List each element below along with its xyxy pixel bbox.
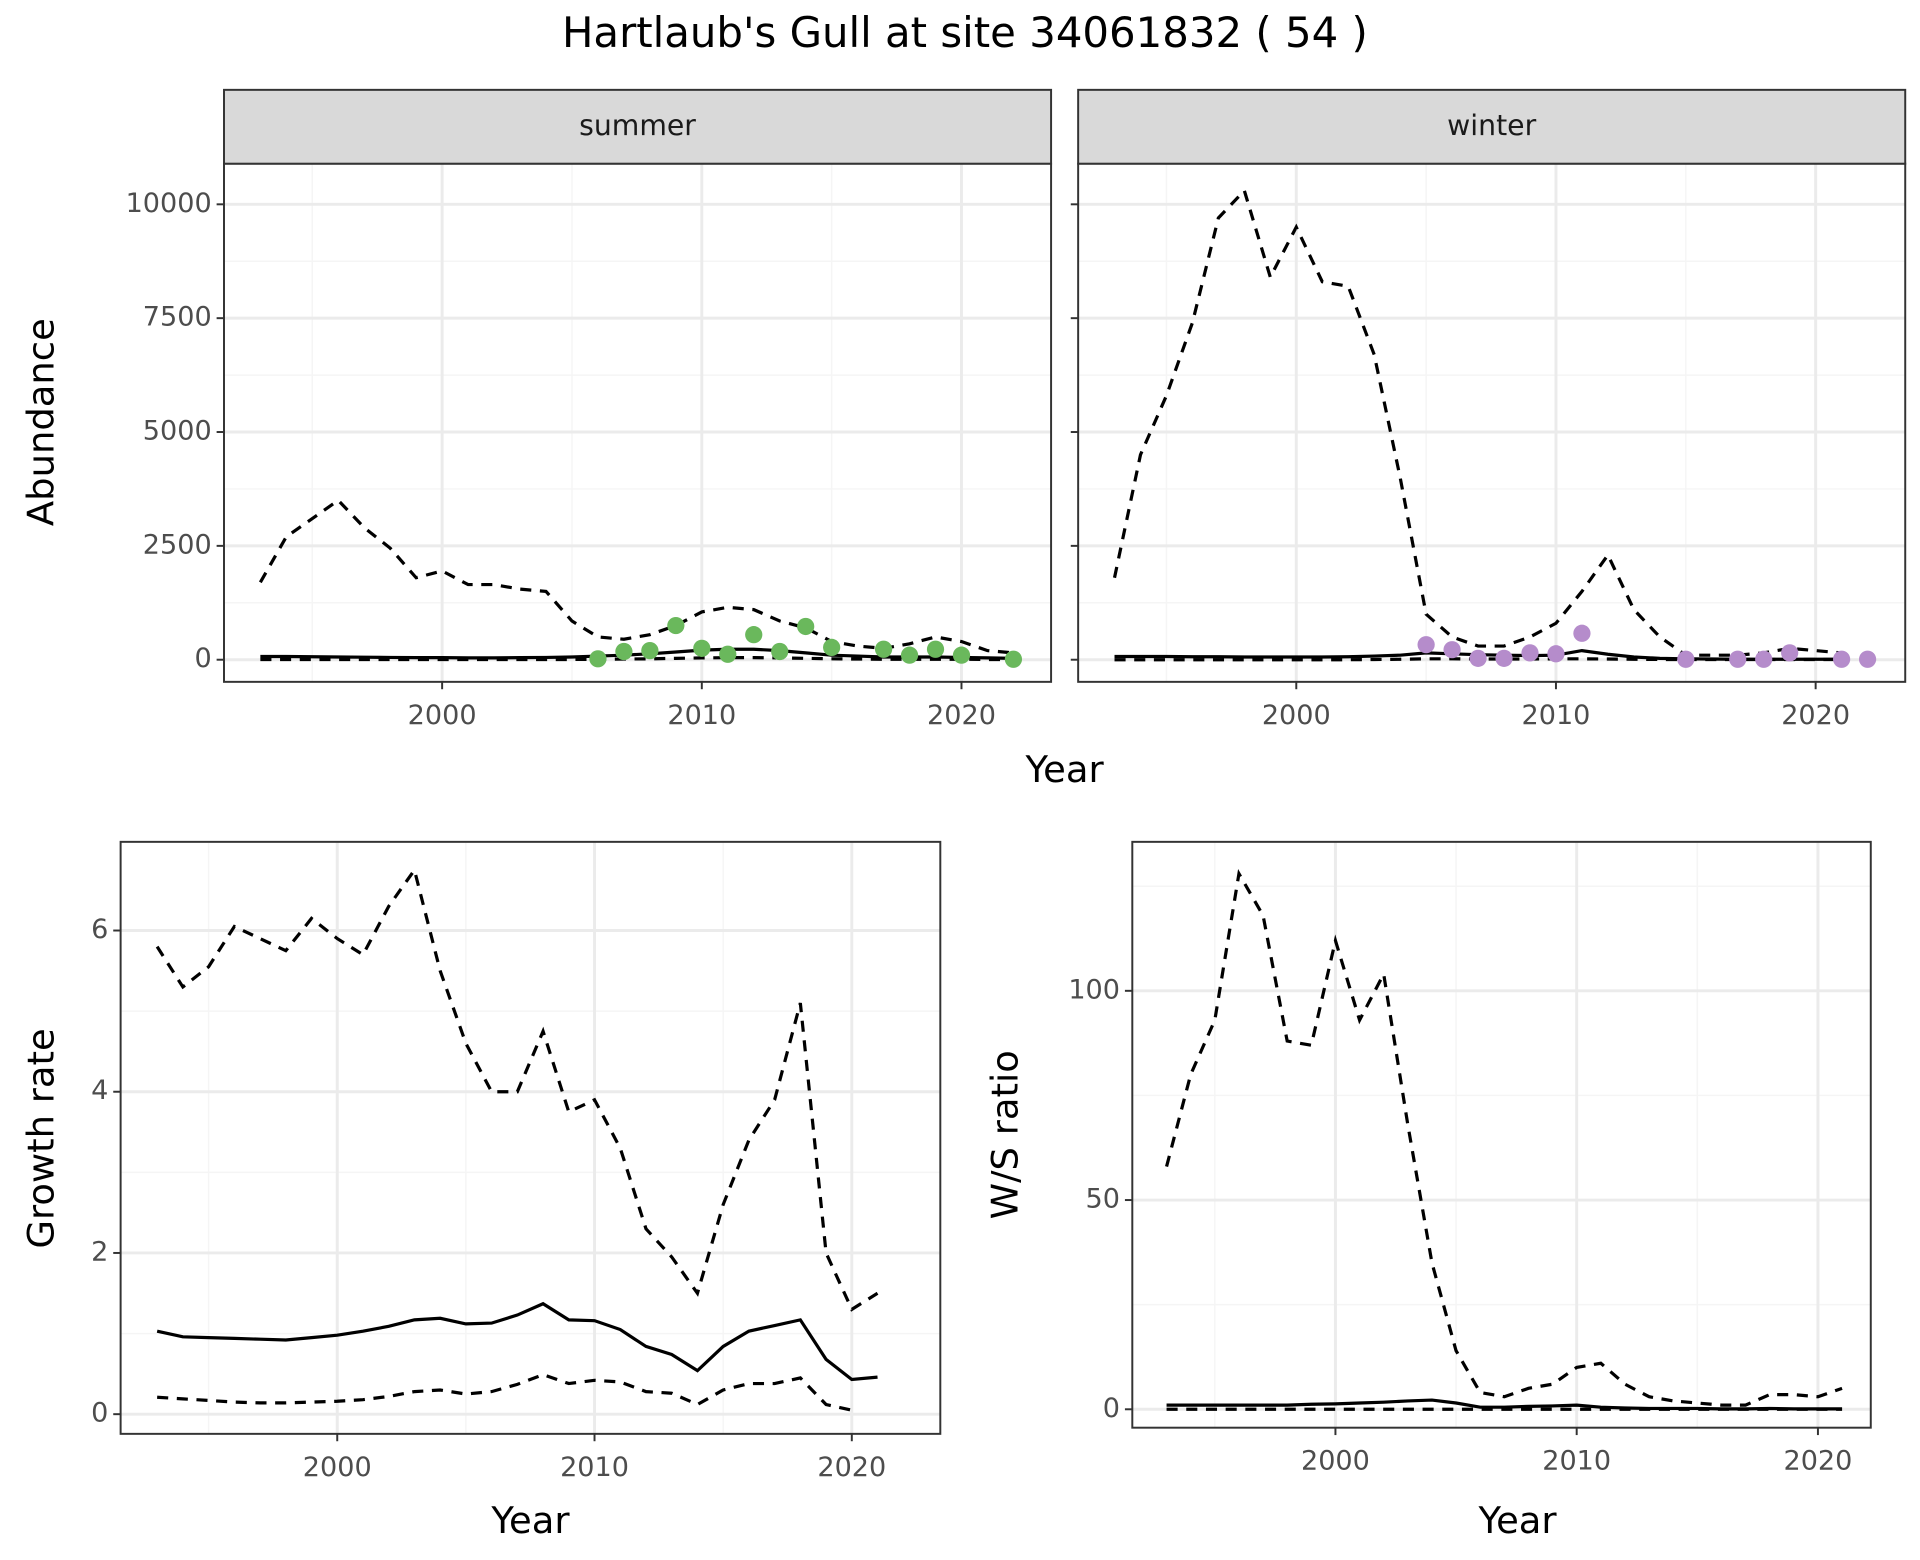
data-point — [900, 646, 919, 664]
y-axis-title: Abundance — [20, 318, 63, 526]
data-point — [1547, 645, 1565, 663]
panel-background — [224, 163, 1052, 682]
data-point — [641, 641, 659, 660]
panel-background — [1078, 163, 1906, 682]
x-tick-label: 2010 — [1542, 1446, 1611, 1477]
data-point — [745, 626, 763, 644]
data-point — [1729, 650, 1747, 668]
x-tick-label: 2000 — [408, 700, 477, 731]
median-line — [260, 647, 1014, 660]
panel-background — [120, 841, 941, 1434]
x-tick-label: 2020 — [1783, 1446, 1852, 1477]
x-tick-label: 2010 — [1522, 700, 1591, 731]
data-point — [1832, 650, 1851, 668]
figure-title: Hartlaub's Gull at site 34061832 ( 54 ) — [562, 8, 1368, 57]
median-line — [1166, 1398, 1843, 1411]
data-point — [1755, 650, 1773, 668]
panel-border — [1131, 840, 1872, 1429]
y-axis-title: W/S ratio — [983, 1050, 1026, 1219]
x-tick-label: 2010 — [667, 700, 736, 731]
interval-line — [1165, 868, 1843, 1407]
y-tick-label: 0 — [1103, 1393, 1120, 1424]
strip-label: winter — [1447, 109, 1536, 142]
data-point — [1521, 644, 1539, 662]
data-point — [1495, 649, 1513, 667]
y-tick-label: 2500 — [143, 529, 212, 560]
x-tick-label: 2020 — [1781, 700, 1850, 731]
y-tick-label: 0 — [91, 1398, 108, 1429]
median-line — [156, 1301, 878, 1382]
y-tick-label: 0 — [194, 643, 211, 674]
x-axis-title: Year — [1477, 1499, 1557, 1542]
data-point — [771, 642, 789, 661]
strip — [1077, 88, 1907, 165]
y-tick-label: 100 — [1068, 974, 1120, 1005]
x-tick-label: 2000 — [1301, 1446, 1370, 1477]
data-point — [1443, 641, 1461, 659]
data-point — [1004, 650, 1023, 668]
x-tick-label: 2000 — [303, 1452, 372, 1483]
y-tick-label: 2 — [91, 1236, 108, 1267]
y-tick-label: 4 — [91, 1075, 108, 1106]
x-axis-title: Year — [1025, 748, 1105, 791]
x-axis-title: Year — [490, 1499, 570, 1542]
data-point — [1858, 650, 1877, 668]
y-tick-label: 7500 — [143, 302, 212, 333]
interval-line — [1112, 187, 1842, 657]
strip — [223, 88, 1053, 165]
data-point — [693, 639, 711, 657]
y-tick-label: 50 — [1086, 1184, 1120, 1215]
data-point — [1677, 650, 1695, 668]
data-point — [952, 646, 971, 664]
panel-border — [119, 840, 942, 1435]
x-tick-label: 2020 — [927, 700, 996, 731]
interval-line — [157, 1372, 853, 1412]
data-point — [1417, 636, 1435, 654]
data-point — [1573, 624, 1591, 642]
data-point — [667, 616, 685, 635]
y-tick-label: 6 — [91, 914, 108, 945]
data-point — [719, 645, 737, 663]
y-axis-title: Growth rate — [20, 1028, 63, 1248]
data-point — [1469, 649, 1487, 667]
x-tick-label: 2000 — [1262, 700, 1331, 731]
data-point — [797, 617, 815, 636]
data-point — [926, 640, 945, 658]
strip-label: summer — [579, 109, 696, 142]
data-point — [823, 638, 841, 657]
data-point — [1781, 644, 1799, 662]
data-point — [589, 650, 607, 668]
interval-line — [260, 656, 1014, 662]
x-tick-label: 2020 — [817, 1452, 886, 1483]
data-point — [874, 640, 893, 658]
interval-line — [155, 866, 879, 1312]
y-tick-label: 10000 — [126, 188, 212, 219]
panel-background — [1132, 841, 1871, 1428]
data-point — [615, 642, 633, 661]
x-tick-label: 2010 — [560, 1452, 629, 1483]
y-tick-label: 5000 — [143, 416, 212, 447]
